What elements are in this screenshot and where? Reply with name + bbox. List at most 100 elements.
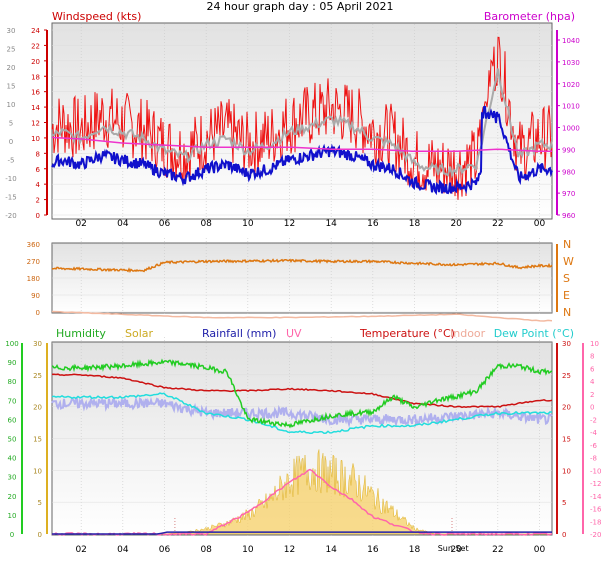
bottom-x-tick-label: 00	[534, 545, 546, 555]
rainfall-series-line	[52, 531, 552, 535]
dewpoint-axis-tick: -2	[590, 416, 597, 424]
compass-label: N	[563, 238, 571, 251]
wind-outer-axis-tick: -10	[5, 175, 16, 183]
temperature-label: Temperature (°C)	[359, 327, 455, 340]
direction-axis-tick: 90	[31, 292, 40, 300]
wind-outer-axis-tick: 0	[9, 138, 13, 146]
temperature-axis-tick: 5	[562, 499, 566, 507]
direction-axis-tick: 270	[27, 258, 40, 266]
sunset-label: Sun Set	[438, 544, 469, 553]
temperature-series-line	[51, 373, 553, 409]
direction-axis-tick: 180	[27, 275, 40, 283]
dewpoint-axis-tick: 10	[590, 340, 599, 348]
wind-inner-axis-tick: 18	[31, 73, 40, 81]
solar-axis-tick: 20	[33, 404, 42, 412]
wind-inner-axis-tick: 12	[31, 120, 40, 128]
wind-outer-axis-tick: 15	[7, 83, 16, 91]
temperature-axis-tick: 20	[562, 404, 571, 412]
humidity-series-line	[51, 358, 553, 429]
wind-inner-axis-tick: 2	[36, 197, 40, 205]
dewpoint-series-line	[51, 392, 553, 435]
humidity-axis-tick: 10	[8, 512, 17, 520]
wind-outer-axis-tick: 5	[9, 120, 13, 128]
wind-x-tick-label: 06	[159, 219, 171, 229]
wind-x-tick-label: 22	[492, 219, 503, 229]
humidity-axis-tick: 60	[8, 416, 17, 424]
windspeed-title: Windspeed (kts)	[52, 10, 141, 23]
compass-label: E	[563, 289, 570, 302]
dewpoint-axis-tick: 4	[590, 378, 595, 386]
barometer-axis-tick: 970	[562, 190, 575, 198]
bottom-x-tick-label: 04	[117, 545, 129, 555]
solar-axis-tick: 10	[33, 467, 42, 475]
dewpoint-axis-tick: 0	[590, 404, 594, 412]
direction-axis-tick: 0	[36, 309, 40, 317]
indoor-label: Indoor	[450, 327, 486, 340]
temperature-axis-tick: 25	[562, 372, 571, 380]
compass-label: S	[563, 272, 570, 285]
rainfall-label: Rainfall (mm)	[202, 327, 276, 340]
barometer-axis-tick: 1030	[562, 59, 580, 67]
wind-inner-axis-tick: 14	[31, 104, 40, 112]
wind-inner-axis-tick: 22	[31, 42, 40, 50]
solar-axis-tick: 30	[33, 340, 42, 348]
bottom-x-tick-label: 22	[492, 545, 503, 555]
dewpoint-axis-tick: 8	[590, 353, 594, 361]
wind-inner-axis-tick: 8	[36, 150, 40, 158]
dewpoint-axis-tick: -16	[590, 506, 602, 514]
humidity-axis-tick: 0	[10, 531, 14, 539]
humidity-axis-tick: 90	[8, 359, 17, 367]
solar-axis-tick: 25	[33, 372, 42, 380]
wind-x-tick-label: 02	[75, 219, 86, 229]
humidity-axis-tick: 40	[8, 455, 17, 463]
barometer-axis-tick: 960	[562, 212, 575, 220]
wind-inner-axis-tick: 24	[31, 27, 40, 35]
direction-axis-tick: 360	[27, 241, 40, 249]
humidity-axis-tick: 20	[8, 493, 17, 501]
bottom-x-tick-label: 06	[159, 545, 171, 555]
wind-x-tick-label: 18	[409, 219, 421, 229]
wind-outer-axis-tick: 25	[7, 46, 16, 54]
windspeed-series-line	[51, 36, 553, 200]
barometer-axis-tick: 1000	[562, 125, 580, 133]
humidity-axis-tick: 70	[8, 397, 17, 405]
wind-inner-axis-tick: 10	[31, 135, 40, 143]
humidity-axis-tick: 30	[8, 474, 17, 482]
wind-x-tick-label: 10	[242, 219, 254, 229]
wind-direction-series-line	[51, 258, 553, 273]
wind-outer-axis-tick: 10	[7, 101, 16, 109]
temperature-axis-tick: 30	[562, 340, 571, 348]
wind-x-tick-label: 16	[367, 219, 379, 229]
wind-blue-series-line	[51, 105, 553, 196]
wind-x-tick-label: 12	[284, 219, 295, 229]
wind-x-tick-label: 00	[534, 219, 546, 229]
temperature-axis-tick: 0	[562, 531, 566, 539]
wind-plot-area	[51, 22, 553, 220]
solar-axis-tick: 0	[38, 531, 42, 539]
bottom-x-tick-label: 02	[75, 545, 86, 555]
solar-axis-tick: 15	[33, 436, 42, 444]
barometer-axis-tick: 1010	[562, 103, 580, 111]
wind-x-tick-label: 20	[450, 219, 462, 229]
barometer-axis-tick: 1020	[562, 81, 580, 89]
wind-outer-axis-tick: -20	[5, 212, 16, 220]
bottom-x-tick-label: 14	[325, 545, 337, 555]
dewpoint-axis-tick: 2	[590, 391, 594, 399]
bottom-x-tick-label: 12	[284, 545, 295, 555]
wind-outer-axis-tick: 30	[7, 27, 16, 35]
wind-inner-axis-tick: 6	[36, 166, 41, 174]
wind-x-tick-label: 14	[325, 219, 337, 229]
wind-inner-axis-tick: 0	[36, 212, 40, 220]
dewpoint-axis-tick: -14	[590, 493, 602, 501]
dewpoint-axis-tick: -12	[590, 480, 601, 488]
indoor-series-line	[51, 310, 553, 322]
compass-label: W	[563, 255, 574, 268]
humidity-axis-tick: 50	[8, 436, 17, 444]
dewpoint-axis-tick: -6	[590, 442, 598, 450]
wind-outer-axis-tick: -15	[5, 194, 16, 202]
temperature-axis-tick: 15	[562, 436, 571, 444]
barometer-title: Barometer (hpa)	[484, 10, 575, 23]
dewpoint-axis-tick: -18	[590, 518, 601, 526]
